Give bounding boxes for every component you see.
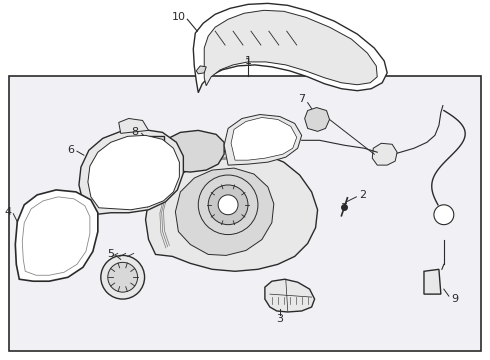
Polygon shape: [22, 197, 90, 275]
Polygon shape: [204, 10, 377, 86]
Text: 4: 4: [4, 207, 11, 217]
Text: 1: 1: [245, 58, 251, 68]
Circle shape: [434, 205, 454, 225]
Circle shape: [208, 185, 248, 225]
Circle shape: [101, 255, 145, 299]
Polygon shape: [424, 269, 441, 294]
Polygon shape: [15, 190, 98, 281]
Text: 2: 2: [359, 190, 367, 200]
Bar: [9, 76, 481, 351]
Circle shape: [198, 175, 258, 235]
Polygon shape: [146, 150, 318, 271]
Polygon shape: [224, 114, 302, 165]
Circle shape: [108, 262, 138, 292]
Text: 8: 8: [131, 127, 139, 138]
Polygon shape: [119, 118, 148, 133]
Text: 6: 6: [67, 145, 74, 155]
Polygon shape: [305, 108, 329, 131]
Text: 10: 10: [172, 12, 185, 22]
Polygon shape: [88, 135, 179, 210]
Text: 1: 1: [245, 56, 251, 66]
Polygon shape: [372, 143, 397, 165]
Polygon shape: [193, 3, 387, 93]
Polygon shape: [79, 129, 183, 215]
Text: 3: 3: [276, 314, 283, 324]
Polygon shape: [265, 279, 315, 312]
Text: 5: 5: [107, 249, 114, 260]
Circle shape: [218, 195, 238, 215]
Polygon shape: [175, 168, 274, 255]
Polygon shape: [148, 136, 165, 150]
Polygon shape: [196, 66, 206, 74]
Text: 7: 7: [298, 94, 305, 104]
Polygon shape: [231, 117, 297, 160]
Polygon shape: [163, 130, 224, 172]
Text: 9: 9: [451, 294, 458, 304]
